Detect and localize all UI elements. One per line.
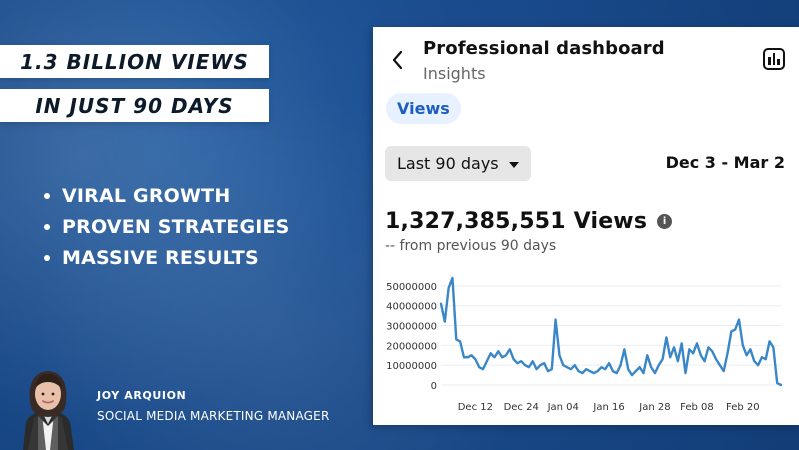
benefit-label: MASSIVE RESULTS bbox=[62, 247, 259, 269]
person-title: SOCIAL MEDIA MARKETING MANAGER bbox=[97, 409, 330, 423]
benefits-list: VIRAL GROWTH PROVEN STRATEGIES MASSIVE R… bbox=[44, 185, 290, 278]
x-tick-label: Feb 20 bbox=[726, 402, 760, 413]
y-tick-label: 0 bbox=[431, 381, 437, 392]
benefit-item: PROVEN STRATEGIES bbox=[44, 216, 290, 238]
x-tick-label: Dec 12 bbox=[458, 402, 493, 413]
y-tick-label: 40000000 bbox=[386, 302, 437, 313]
tab-views[interactable]: Views bbox=[386, 93, 461, 124]
dashboard-panel: Professional dashboard Insights Views La… bbox=[373, 27, 799, 425]
date-range-text: Dec 3 - Mar 2 bbox=[665, 153, 785, 172]
page-title: Professional dashboard bbox=[423, 38, 665, 59]
benefit-label: VIRAL GROWTH bbox=[62, 185, 231, 207]
caret-down-icon bbox=[508, 161, 519, 168]
y-tick-label: 20000000 bbox=[386, 341, 437, 352]
info-icon[interactable]: i bbox=[657, 214, 673, 229]
dropdown-label: Last 90 days bbox=[397, 154, 499, 173]
total-views-label: 1,327,385,551 Views bbox=[385, 209, 648, 234]
comparison-text: -- from previous 90 days bbox=[385, 238, 557, 254]
bullet-dot bbox=[44, 255, 50, 261]
chevron-left-icon[interactable] bbox=[389, 49, 407, 71]
benefit-item: VIRAL GROWTH bbox=[44, 185, 290, 207]
x-tick-label: Jan 16 bbox=[592, 402, 624, 413]
headline-2: IN JUST 90 DAYS bbox=[0, 89, 269, 122]
page-subtitle: Insights bbox=[423, 64, 486, 83]
total-views: 1,327,385,551 Views i bbox=[385, 209, 673, 234]
x-tick-label: Jan 28 bbox=[638, 402, 670, 413]
series-line bbox=[439, 276, 783, 387]
headline-1: 1.3 BILLION VIEWS bbox=[0, 45, 269, 78]
person-name: JOY ARQUION bbox=[97, 389, 187, 402]
y-tick-label: 10000000 bbox=[386, 361, 437, 372]
y-tick-label: 50000000 bbox=[386, 282, 437, 293]
benefit-label: PROVEN STRATEGIES bbox=[62, 216, 290, 238]
y-tick-label: 30000000 bbox=[386, 322, 437, 333]
x-tick-label: Dec 24 bbox=[504, 402, 539, 413]
profile-photo bbox=[8, 356, 88, 450]
x-tick-label: Jan 04 bbox=[547, 402, 579, 413]
date-range-dropdown[interactable]: Last 90 days bbox=[385, 146, 531, 181]
bullet-dot bbox=[44, 224, 50, 230]
bullet-dot bbox=[44, 193, 50, 199]
bar-chart-icon[interactable] bbox=[763, 48, 785, 70]
benefit-item: MASSIVE RESULTS bbox=[44, 247, 290, 269]
x-tick-label: Feb 08 bbox=[680, 402, 714, 413]
views-line-chart: 0 10000000 20000000 30000000 40000000 5000000… bbox=[386, 276, 783, 413]
